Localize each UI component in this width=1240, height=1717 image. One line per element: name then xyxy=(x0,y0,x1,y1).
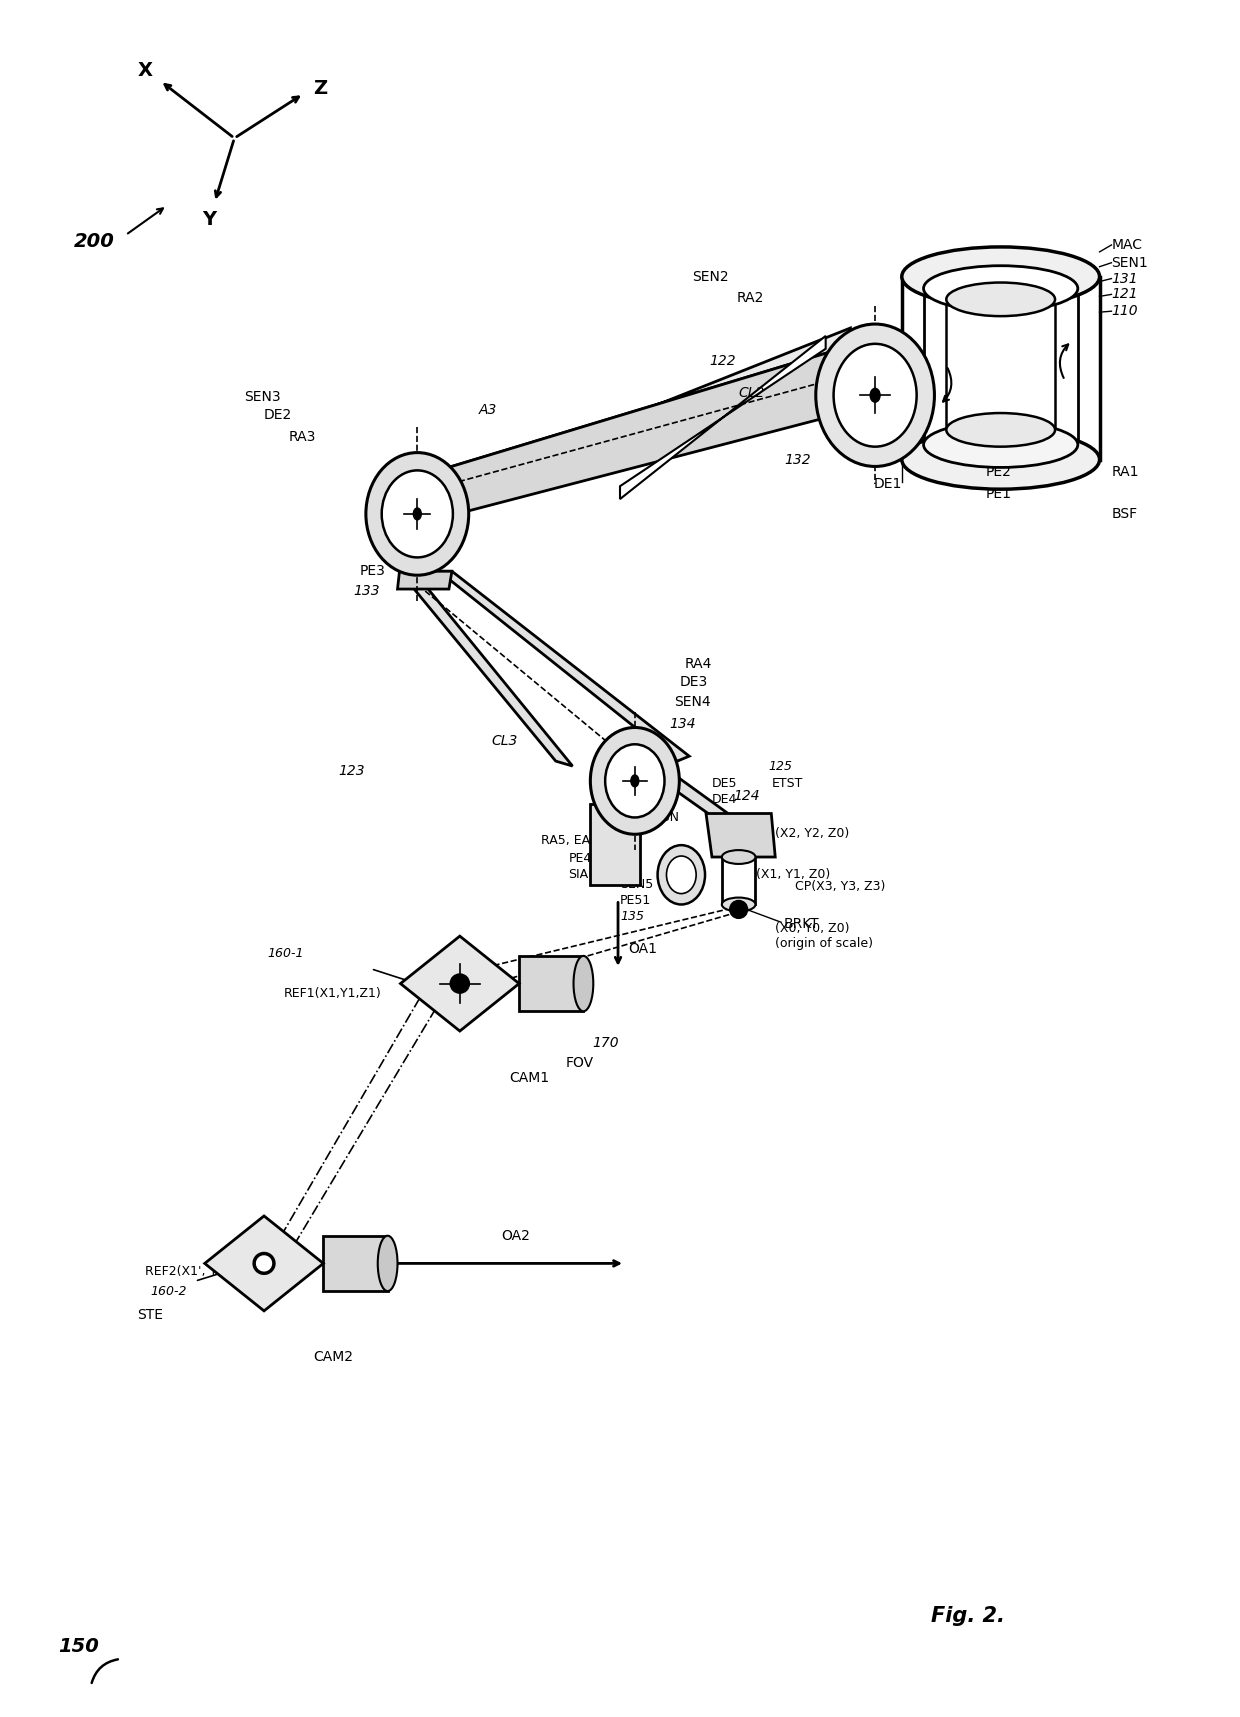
Ellipse shape xyxy=(924,422,1078,467)
Ellipse shape xyxy=(901,429,1100,489)
Polygon shape xyxy=(399,572,573,766)
Ellipse shape xyxy=(413,508,422,520)
Ellipse shape xyxy=(657,845,706,905)
FancyBboxPatch shape xyxy=(590,804,640,884)
Ellipse shape xyxy=(946,414,1055,446)
Text: 150: 150 xyxy=(58,1636,99,1655)
Text: 124: 124 xyxy=(734,788,760,804)
Ellipse shape xyxy=(870,388,880,402)
Text: 132: 132 xyxy=(784,453,811,467)
Polygon shape xyxy=(432,345,893,513)
Text: 160-1: 160-1 xyxy=(267,948,304,960)
Text: OA2: OA2 xyxy=(501,1229,531,1243)
Text: SEN3: SEN3 xyxy=(244,390,281,403)
Text: A2: A2 xyxy=(883,426,901,440)
Text: A3: A3 xyxy=(479,403,497,417)
Text: (X2, Y2, Z0): (X2, Y2, Z0) xyxy=(775,828,849,840)
Text: DE4: DE4 xyxy=(712,793,738,807)
Text: PE51: PE51 xyxy=(620,895,651,907)
Text: 135: 135 xyxy=(620,910,644,922)
Text: OA1: OA1 xyxy=(627,943,657,956)
Text: SEN4: SEN4 xyxy=(675,695,711,709)
Text: 134: 134 xyxy=(670,716,696,730)
Ellipse shape xyxy=(730,901,746,917)
Ellipse shape xyxy=(816,325,935,467)
Ellipse shape xyxy=(722,850,755,864)
Text: RA4: RA4 xyxy=(684,658,712,671)
Text: MAC: MAC xyxy=(1111,239,1142,252)
Text: 125: 125 xyxy=(769,759,792,773)
Text: SEN1: SEN1 xyxy=(1111,256,1148,270)
Polygon shape xyxy=(398,572,451,589)
Text: CAM2: CAM2 xyxy=(314,1350,353,1365)
Ellipse shape xyxy=(254,1253,274,1274)
Polygon shape xyxy=(401,936,520,1030)
Ellipse shape xyxy=(946,283,1055,316)
Text: 160-2: 160-2 xyxy=(150,1284,187,1298)
Text: STE: STE xyxy=(138,1308,164,1322)
Text: Fig. 2.: Fig. 2. xyxy=(931,1607,1006,1626)
Text: Z: Z xyxy=(314,79,327,98)
Text: DE3: DE3 xyxy=(680,675,708,689)
Text: BRKT: BRKT xyxy=(784,917,818,931)
Text: 123: 123 xyxy=(339,764,365,778)
Text: RA2: RA2 xyxy=(737,292,764,306)
Ellipse shape xyxy=(722,898,755,912)
Polygon shape xyxy=(620,337,826,500)
Text: 121: 121 xyxy=(1111,287,1138,302)
Ellipse shape xyxy=(901,247,1100,306)
Ellipse shape xyxy=(378,1236,398,1291)
Text: (X1, Y1, Z0): (X1, Y1, Z0) xyxy=(756,869,831,881)
Polygon shape xyxy=(432,328,851,494)
Text: PE3: PE3 xyxy=(360,565,386,579)
Text: 133: 133 xyxy=(353,584,379,598)
Ellipse shape xyxy=(574,956,593,1011)
Text: CP(X3, Y3, Z3): CP(X3, Y3, Z3) xyxy=(795,881,885,893)
Text: CL3: CL3 xyxy=(491,735,518,749)
Polygon shape xyxy=(324,1236,388,1291)
Ellipse shape xyxy=(382,470,453,558)
Ellipse shape xyxy=(631,774,639,786)
Ellipse shape xyxy=(451,975,469,992)
Text: 170: 170 xyxy=(593,1035,619,1049)
Text: PE4: PE4 xyxy=(569,852,591,864)
Ellipse shape xyxy=(666,857,696,893)
Text: REF2(X1', Y1', Z1): REF2(X1', Y1', Z1) xyxy=(145,1265,258,1277)
Text: ETP: ETP xyxy=(627,793,650,807)
Polygon shape xyxy=(439,572,689,761)
Text: 200: 200 xyxy=(74,232,115,251)
Ellipse shape xyxy=(605,743,665,817)
Text: 122: 122 xyxy=(709,354,735,367)
Text: PE2: PE2 xyxy=(986,465,1012,479)
Text: FOV: FOV xyxy=(565,1056,594,1070)
Text: ETSN: ETSN xyxy=(647,810,680,824)
Text: Y: Y xyxy=(202,209,217,228)
Text: PE1: PE1 xyxy=(986,488,1012,501)
Ellipse shape xyxy=(590,728,680,834)
Text: BSF: BSF xyxy=(1111,507,1137,520)
Polygon shape xyxy=(706,814,775,857)
Text: X: X xyxy=(138,62,153,81)
Text: DE5: DE5 xyxy=(712,778,738,790)
Text: DE2: DE2 xyxy=(264,409,293,422)
Polygon shape xyxy=(205,1216,324,1310)
Text: CL2: CL2 xyxy=(739,386,765,400)
Text: SEN2: SEN2 xyxy=(692,270,729,283)
Text: SEN5: SEN5 xyxy=(620,877,653,891)
Text: 131: 131 xyxy=(1111,271,1138,285)
Text: RA3: RA3 xyxy=(289,429,316,443)
Text: CAM1: CAM1 xyxy=(510,1070,549,1085)
Text: ETST: ETST xyxy=(771,778,802,790)
Text: RA1: RA1 xyxy=(1111,465,1138,479)
Text: (X0, Y0, Z0)
(origin of scale): (X0, Y0, Z0) (origin of scale) xyxy=(775,922,873,950)
Text: REF1(X1,Y1,Z1): REF1(X1,Y1,Z1) xyxy=(284,987,382,999)
Text: DE1: DE1 xyxy=(873,477,901,491)
Text: SIA: SIA xyxy=(569,869,589,881)
Ellipse shape xyxy=(833,343,916,446)
Polygon shape xyxy=(666,769,751,845)
Text: ETMC: ETMC xyxy=(613,778,649,790)
Ellipse shape xyxy=(366,453,469,575)
Text: RA5, EA: RA5, EA xyxy=(541,834,590,846)
Text: 110: 110 xyxy=(1111,304,1138,318)
Ellipse shape xyxy=(924,266,1078,311)
